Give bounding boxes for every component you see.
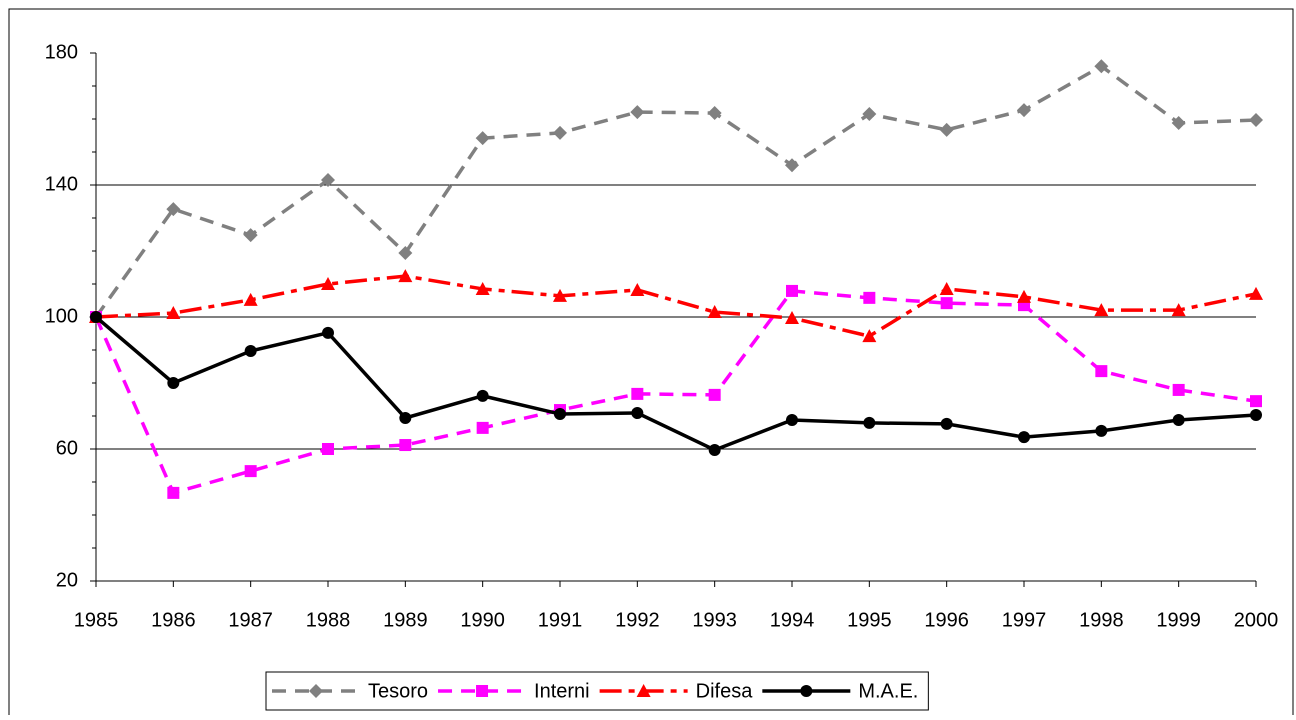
marker: [863, 416, 876, 429]
marker: [399, 439, 412, 452]
y-tick-label: 60: [56, 437, 78, 459]
marker: [475, 131, 490, 146]
marker: [1095, 365, 1108, 378]
legend-label: Difesa: [696, 680, 754, 702]
marker: [630, 105, 645, 120]
legend-label: M.A.E.: [858, 680, 918, 702]
marker: [1094, 59, 1109, 74]
marker: [708, 388, 721, 401]
series-line: [95, 274, 1257, 339]
marker: [244, 344, 257, 357]
marker: [785, 158, 799, 173]
x-tick-label: 2000: [1234, 609, 1279, 631]
marker: [321, 173, 335, 188]
legend-label: Tesoro: [368, 680, 428, 702]
marker: [322, 326, 334, 339]
marker: [862, 329, 877, 343]
x-tick-label: 1986: [151, 609, 196, 631]
x-tick-label: 1990: [460, 609, 505, 631]
marker: [476, 389, 489, 402]
marker: [631, 407, 644, 420]
x-tick-label: 1993: [692, 609, 737, 631]
marker: [785, 310, 799, 324]
x-tick-label: 1999: [1156, 609, 1201, 631]
legend-label: Interni: [534, 680, 590, 702]
marker: [476, 685, 489, 697]
marker: [1171, 115, 1186, 130]
series-line: [94, 64, 1257, 319]
series-line: [94, 289, 1257, 495]
marker: [631, 387, 644, 400]
marker: [475, 281, 490, 295]
marker: [1017, 103, 1031, 118]
x-tick-label: 1995: [847, 609, 892, 631]
marker: [167, 486, 180, 499]
y-tick-label: 20: [56, 569, 78, 591]
marker: [243, 228, 258, 243]
y-tick-label: 100: [45, 305, 78, 327]
marker: [90, 311, 102, 323]
x-tick-label: 1996: [924, 609, 969, 631]
y-tick-label: 140: [45, 173, 78, 195]
x-tick-label: 1994: [770, 609, 815, 631]
x-tick-label: 1998: [1079, 609, 1124, 631]
marker: [1249, 286, 1263, 300]
marker: [707, 305, 722, 319]
marker: [1172, 413, 1185, 426]
marker: [630, 282, 645, 296]
marker: [707, 106, 722, 121]
marker: [786, 413, 798, 426]
marker: [167, 377, 180, 389]
legend: Tesoro Interni Difesa M.A.E.: [265, 671, 929, 711]
x-tick-label: 1991: [538, 609, 583, 631]
marker: [939, 281, 954, 295]
marker: [1172, 383, 1185, 396]
marker: [1171, 303, 1186, 317]
x-tick-label: 1989: [383, 609, 428, 631]
marker: [940, 417, 953, 430]
marker: [800, 685, 813, 697]
marker: [398, 245, 413, 260]
chart-frame: [8, 8, 1294, 715]
marker: [636, 684, 651, 697]
marker: [243, 292, 258, 306]
marker: [244, 465, 257, 478]
marker: [1250, 395, 1262, 408]
marker: [554, 408, 566, 421]
marker: [553, 288, 567, 302]
marker: [786, 284, 798, 297]
x-tick-label: 1987: [228, 609, 273, 631]
marker: [940, 297, 953, 310]
marker: [399, 411, 412, 424]
x-tick-label: 1997: [1002, 609, 1047, 631]
marker: [166, 202, 181, 217]
marker: [939, 122, 954, 137]
x-tick-label: 1985: [74, 609, 119, 631]
marker: [863, 291, 876, 304]
marker: [1249, 112, 1263, 127]
marker: [553, 125, 567, 140]
marker: [1017, 289, 1031, 303]
marker: [708, 443, 721, 456]
marker: [1018, 431, 1030, 444]
marker: [1094, 303, 1109, 317]
marker: [321, 277, 335, 290]
x-tick-label: 1992: [615, 609, 660, 631]
series-line: [94, 315, 1257, 452]
x-tick-label: 1988: [306, 609, 351, 631]
marker: [309, 684, 323, 698]
marker: [166, 306, 181, 320]
marker: [476, 421, 489, 434]
marker: [398, 269, 413, 283]
marker: [1250, 409, 1262, 422]
y-tick-label: 180: [45, 41, 78, 63]
marker: [322, 443, 334, 455]
marker: [862, 107, 877, 122]
marker: [1095, 424, 1108, 437]
